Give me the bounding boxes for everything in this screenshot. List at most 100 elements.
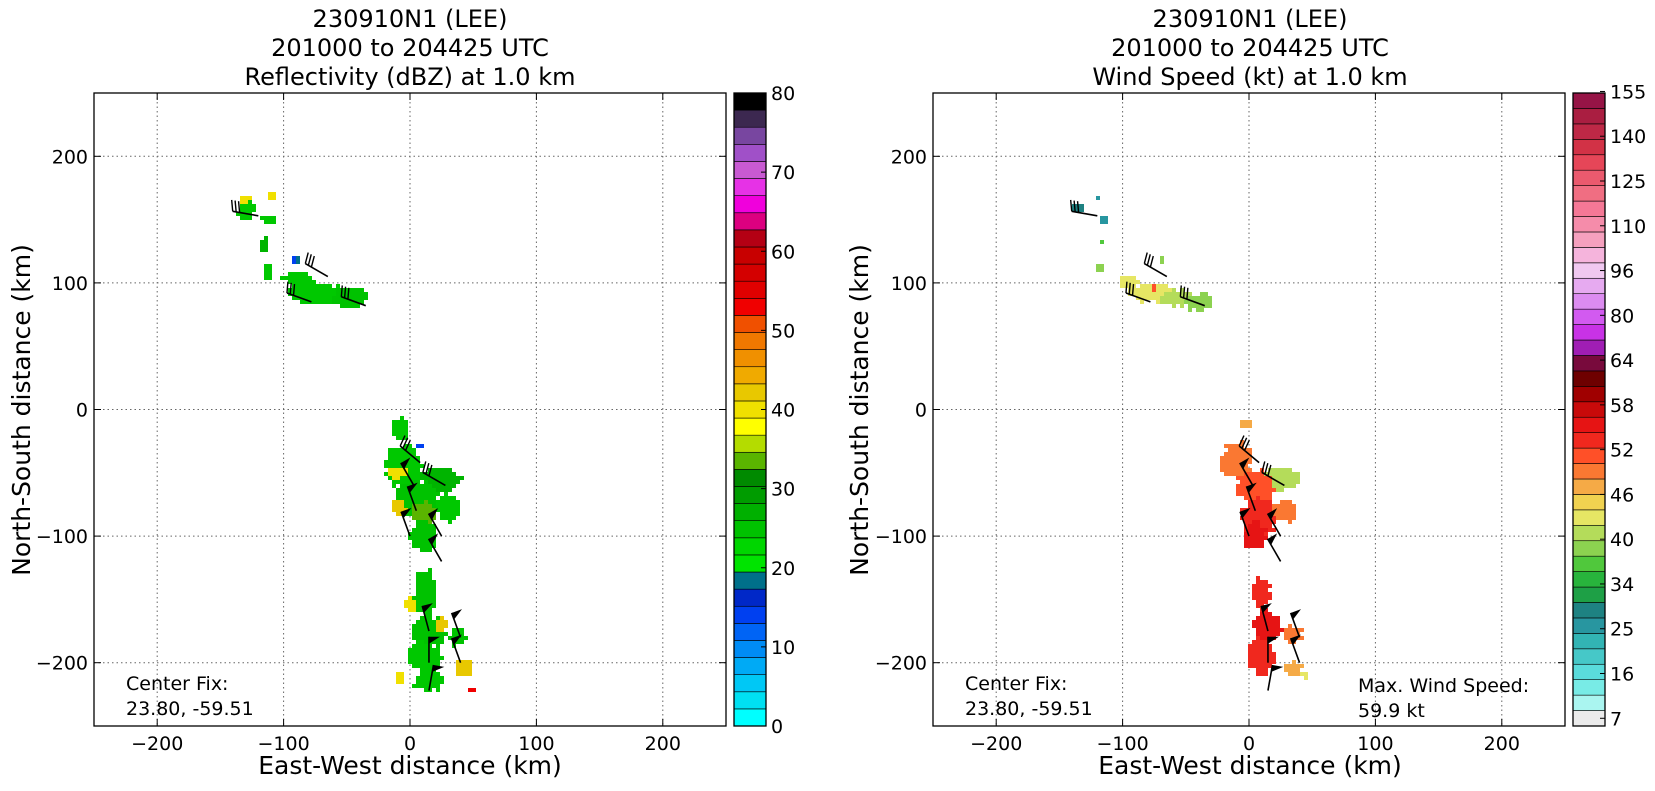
- data-cell: [1256, 504, 1260, 508]
- x-tick-label: −100: [258, 733, 310, 755]
- data-cell: [1124, 276, 1128, 280]
- data-cell: [424, 516, 428, 520]
- data-cell: [348, 288, 352, 292]
- data-cell: [1280, 484, 1284, 488]
- barb-feather: [237, 201, 241, 213]
- data-cell: [420, 636, 424, 640]
- data-cell: [384, 464, 388, 468]
- data-cell: [424, 648, 428, 652]
- data-cell: [1176, 296, 1180, 300]
- barb-feather: [428, 464, 433, 477]
- data-cell: [440, 504, 444, 508]
- data-cell: [1272, 488, 1276, 492]
- data-cell: [1200, 292, 1204, 296]
- data-cell: [1268, 484, 1272, 488]
- colorbar-tick-label: 52: [1610, 440, 1634, 462]
- data-cell: [260, 248, 264, 252]
- data-cell: [456, 504, 460, 508]
- data-cell: [1248, 468, 1252, 472]
- barb-pennant: [400, 457, 411, 470]
- data-cell: [428, 576, 432, 580]
- x-tick-label: −100: [1097, 733, 1149, 755]
- center-fix-label: Center Fix:: [126, 673, 228, 695]
- data-cell: [1264, 636, 1268, 640]
- data-cell: [432, 540, 436, 544]
- data-cell: [432, 624, 436, 628]
- colorbar-segment: [733, 451, 767, 470]
- data-cell: [416, 648, 420, 652]
- data-cell: [1104, 216, 1108, 220]
- data-cell: [1260, 488, 1264, 492]
- data-cell: [440, 472, 444, 476]
- data-cell: [420, 472, 424, 476]
- data-cell: [412, 452, 416, 456]
- data-cell: [1260, 624, 1264, 628]
- data-cell: [1132, 280, 1136, 284]
- data-cell: [468, 664, 472, 668]
- data-cell: [304, 272, 308, 276]
- colorbar-segment: [733, 229, 767, 248]
- data-cell: [436, 504, 440, 508]
- data-cell: [356, 304, 360, 308]
- data-cell: [452, 508, 456, 512]
- colorbar-segment: [1572, 92, 1606, 109]
- data-cell: [396, 680, 400, 684]
- data-cell: [1292, 516, 1296, 520]
- data-cell: [420, 576, 424, 580]
- data-cell: [248, 204, 252, 208]
- data-cell: [420, 608, 424, 612]
- data-cell: [1240, 484, 1244, 488]
- barb-staff: [1289, 612, 1301, 638]
- data-cell: [1284, 628, 1288, 632]
- data-cell: [424, 544, 428, 548]
- data-cell: [292, 260, 296, 264]
- data-cell: [268, 264, 272, 268]
- data-cell: [1252, 624, 1256, 628]
- data-cell: [1252, 512, 1256, 516]
- data-cell: [436, 660, 440, 664]
- reflectivity-panel: 230910N1 (LEE) 201000 to 204425 UTC Refl…: [7, 5, 795, 780]
- data-cell: [300, 288, 304, 292]
- data-cell: [1232, 452, 1236, 456]
- data-cell: [432, 680, 436, 684]
- data-cell: [436, 676, 440, 680]
- colorbar-segment: [733, 520, 767, 539]
- data-cell: [272, 220, 276, 224]
- data-cell: [1260, 588, 1264, 592]
- data-cell: [1236, 488, 1240, 492]
- data-cell: [444, 512, 448, 516]
- data-cell: [416, 496, 420, 500]
- data-cell: [428, 528, 432, 532]
- data-cell: [428, 500, 432, 504]
- data-cell: [1236, 476, 1240, 480]
- data-cell: [400, 508, 404, 512]
- data-cell: [1288, 624, 1292, 628]
- data-cell: [452, 476, 456, 480]
- data-cell: [1284, 516, 1288, 520]
- data-cell: [1240, 468, 1244, 472]
- data-cell: [408, 460, 412, 464]
- data-cell: [304, 288, 308, 292]
- barb-feather: [1146, 254, 1151, 266]
- data-cell: [412, 540, 416, 544]
- data-cell: [1136, 288, 1140, 292]
- data-cell: [1292, 628, 1296, 632]
- data-cell: [1264, 496, 1268, 500]
- data-cell: [1232, 464, 1236, 468]
- data-cell: [344, 292, 348, 296]
- data-cell: [404, 452, 408, 456]
- data-cell: [1256, 636, 1260, 640]
- wind-barb: [1266, 533, 1282, 562]
- data-cell: [420, 496, 424, 500]
- data-cell: [1260, 664, 1264, 668]
- data-cell: [444, 492, 448, 496]
- data-cell: [1252, 644, 1256, 648]
- data-cell: [312, 292, 316, 296]
- data-cell: [1264, 512, 1268, 516]
- data-cell: [400, 424, 404, 428]
- data-cell: [396, 420, 400, 424]
- data-cell: [444, 500, 448, 504]
- wind-barb: [1267, 664, 1284, 691]
- data-cell: [424, 676, 428, 680]
- data-cell: [1292, 480, 1296, 484]
